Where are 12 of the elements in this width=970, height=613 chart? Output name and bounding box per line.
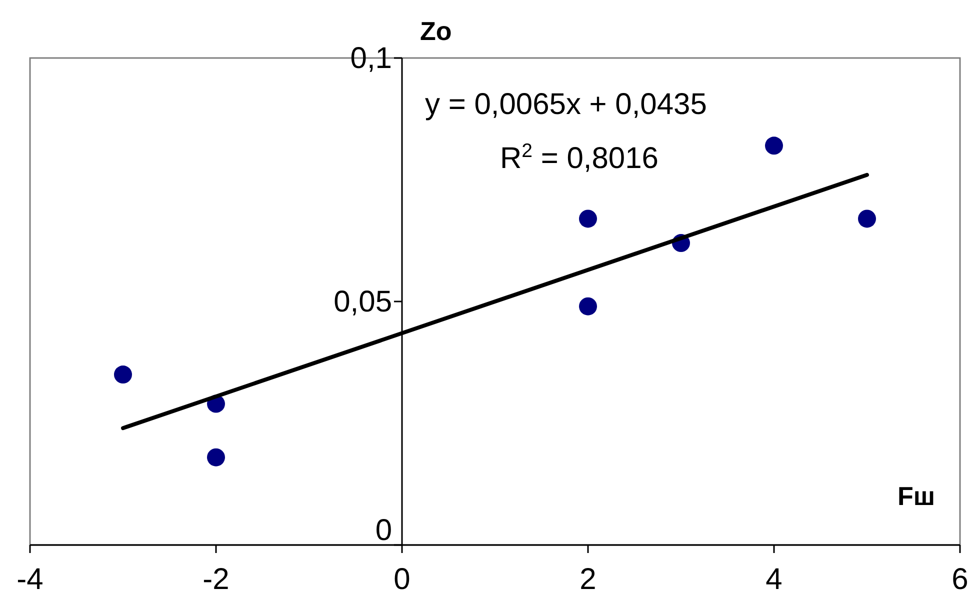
annotation: R$^{2}$ = 0,8016 [500, 140, 658, 175]
y-tick-label: 0 [375, 514, 392, 547]
x-tick-label: 2 [580, 563, 596, 596]
x-axis-title: Fш [897, 481, 935, 511]
x-tick-label: 6 [952, 563, 968, 596]
annotation: y = 0,0065x + 0,0435 [425, 88, 707, 121]
y-tick-label: 0,1 [350, 42, 392, 75]
y-tick-label: 0,05 [334, 286, 392, 318]
x-tick-label: -2 [202, 563, 230, 596]
x-tick-label: 4 [766, 563, 782, 596]
y-axis-title: Zo [420, 16, 452, 46]
x-tick-label: -4 [16, 563, 44, 596]
